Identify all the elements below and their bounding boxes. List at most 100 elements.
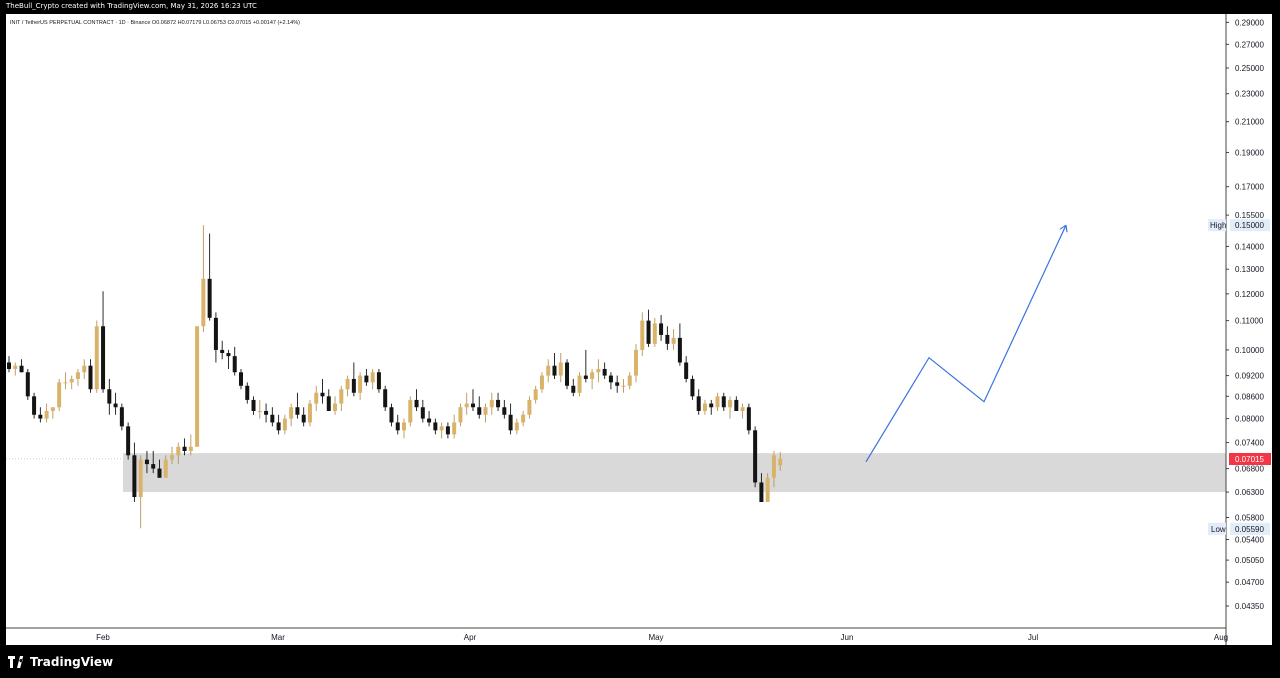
candle-body (25, 372, 30, 397)
candle-body (746, 407, 751, 431)
candle-body (232, 356, 237, 373)
candle-body (433, 422, 438, 431)
candle-body (721, 396, 726, 408)
candle-body (696, 396, 701, 411)
candle-body (470, 403, 475, 408)
low-marker-value: 0.05590 (1235, 525, 1264, 534)
candle-body (276, 422, 281, 431)
candle-body (113, 403, 118, 408)
candle-body (621, 385, 626, 387)
candle-body (101, 326, 106, 390)
price-tick-label: 0.04350 (1235, 602, 1264, 611)
tradingview-logo[interactable]: TradingView (8, 655, 113, 669)
price-tick-label: 0.17000 (1235, 183, 1264, 192)
candle-body (7, 362, 11, 369)
price-tick-label: 0.04700 (1235, 578, 1264, 587)
projection-path (865, 224, 1067, 463)
candle-body (226, 353, 231, 357)
candle-body (464, 403, 469, 408)
candle-body (414, 399, 419, 408)
candle-body (94, 326, 99, 390)
candle-body (75, 372, 80, 379)
candle-body (69, 378, 74, 383)
right-edge (1272, 14, 1280, 645)
support-zone (123, 453, 1226, 493)
candle-body (634, 349, 638, 376)
candle-body (301, 414, 306, 423)
chart-area[interactable]: 0.29000 0.27000 0.25000 0.23000 0.21000 0.190… (6, 14, 1272, 645)
candle-body (690, 378, 695, 397)
high-marker-label: High (1210, 221, 1226, 230)
candle-body (19, 365, 24, 373)
candle-body (38, 414, 43, 419)
price-tick-label: 0.06800 (1235, 465, 1264, 474)
candle-body (483, 407, 488, 415)
price-tick-label: 0.05400 (1235, 535, 1264, 544)
candle-body (370, 372, 375, 383)
candle-body (188, 446, 193, 451)
price-chart[interactable]: 0.29000 0.27000 0.25000 0.23000 0.21000 0.190… (6, 14, 1272, 645)
candle-body (182, 446, 187, 451)
candle-body (63, 382, 68, 384)
candle-body (652, 323, 657, 344)
high-marker-value: 0.15000 (1235, 221, 1264, 230)
candle-body (627, 375, 632, 386)
candle-body (307, 403, 312, 423)
tradingview-icon (8, 656, 24, 668)
candle-body (753, 430, 758, 483)
candle-body (364, 375, 369, 383)
high-value-tag (1230, 219, 1270, 232)
price-tick-label: 0.09200 (1235, 372, 1264, 381)
candle-body (170, 455, 175, 460)
time-tick-label: Aug (1214, 633, 1228, 642)
price-tick-label: 0.19000 (1235, 148, 1264, 157)
candle-body (264, 410, 269, 415)
candle-body (107, 389, 112, 404)
price-tick-label: 0.14000 (1235, 242, 1264, 251)
price-tick-label: 0.12000 (1235, 290, 1264, 299)
candle-body (615, 382, 620, 386)
attribution-text: TheBull_Crypto created with TradingView.… (6, 2, 257, 10)
candle-body (57, 382, 62, 408)
candle-body (358, 375, 363, 393)
price-tick-label: 0.13000 (1235, 265, 1264, 274)
candle-body (345, 378, 350, 390)
last-price-label: 0.07015 (1235, 455, 1264, 464)
candle-body (383, 389, 388, 408)
candle-body (558, 362, 563, 376)
candle-body (546, 365, 551, 376)
candle-body (282, 418, 287, 431)
candle-body (151, 464, 156, 469)
price-tick-label: 0.11000 (1235, 317, 1264, 326)
low-marker-tag (1208, 522, 1226, 535)
candle-body (257, 410, 262, 412)
brand-name: TradingView (30, 655, 114, 669)
time-tick-label: Mar (271, 633, 285, 642)
candle-body (251, 399, 256, 411)
candle-body (50, 407, 55, 411)
price-tick-label: 0.08000 (1235, 415, 1264, 424)
candle-body (734, 399, 739, 411)
candle-body (351, 378, 356, 393)
candle-body (671, 337, 676, 344)
candle-body (740, 407, 745, 411)
time-tick-label: Jun (841, 633, 854, 642)
candle-body (709, 403, 714, 408)
candle-body (427, 418, 432, 423)
candle-body (395, 422, 400, 431)
candle-body (552, 365, 557, 376)
candle-body (527, 399, 532, 415)
candle-body (333, 403, 338, 411)
price-tick-label: 0.27000 (1235, 40, 1264, 49)
candle-body (238, 372, 243, 386)
candle-body (144, 459, 149, 465)
candle-body (314, 392, 319, 404)
bottom-bar: TradingView (0, 645, 1280, 678)
candle-body (445, 426, 450, 435)
candle-body (715, 396, 720, 408)
time-tick-label: Apr (464, 633, 477, 642)
candle-body (295, 407, 300, 415)
candle-body (195, 326, 200, 447)
candle-body (508, 414, 513, 431)
candle-body (32, 396, 37, 415)
